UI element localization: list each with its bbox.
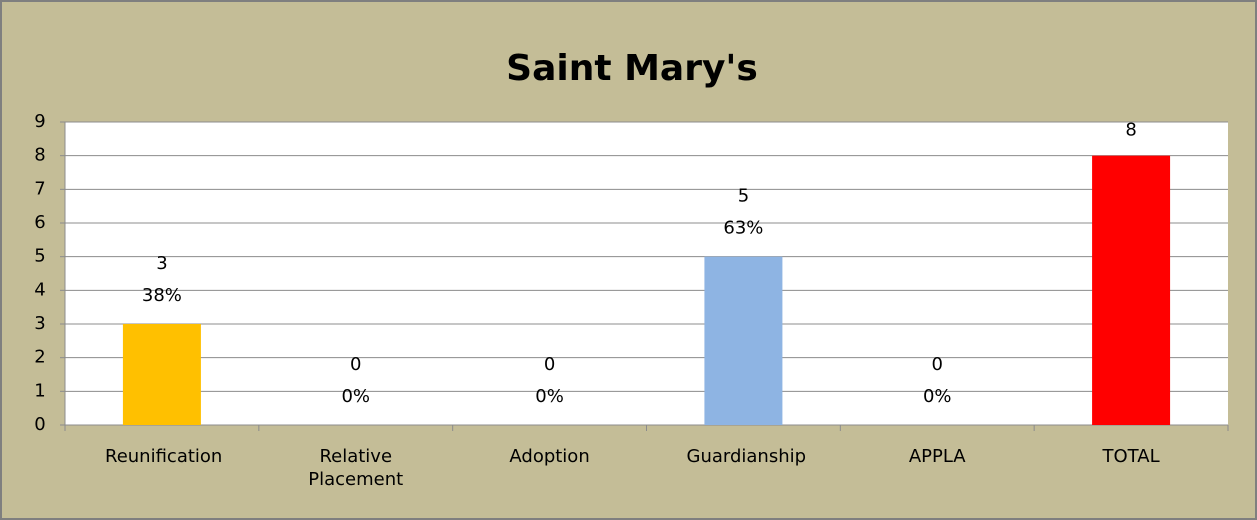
y-tick-label: 9 <box>34 111 45 132</box>
y-tick-label: 1 <box>34 380 45 401</box>
x-tick-label: Adoption <box>509 446 590 467</box>
percent-label: 63% <box>723 218 763 239</box>
x-tick-label: Reunification <box>105 446 223 467</box>
x-tick-label-box: Adoption <box>509 446 590 467</box>
value-label: 0 <box>932 354 943 375</box>
value-label: 0 <box>350 354 361 375</box>
value-label: 3 <box>156 253 167 274</box>
y-tick-label: 8 <box>34 145 45 166</box>
plot-area <box>65 122 1228 425</box>
percent-label: 0% <box>341 386 370 407</box>
y-tick-label: 2 <box>34 347 45 368</box>
percent-label: 0% <box>535 386 564 407</box>
percent-label: 0% <box>923 386 952 407</box>
y-tick-label: 6 <box>34 212 45 233</box>
x-tick-label: TOTAL <box>1102 446 1160 467</box>
bar <box>122 324 201 425</box>
y-tick-label: 4 <box>34 279 45 300</box>
x-tick-label-box: Guardianship <box>686 446 807 467</box>
x-tick-label-box: Relative Placement <box>308 446 404 490</box>
percent-label: 38% <box>142 285 182 306</box>
x-tick-label-box: APPLA <box>908 446 966 467</box>
bar <box>1092 155 1171 425</box>
y-tick-label: 0 <box>34 414 45 435</box>
y-tick-label: 7 <box>34 178 45 199</box>
chart-title: Saint Mary's <box>506 48 758 89</box>
bar <box>704 256 783 425</box>
x-tick-label: Guardianship <box>686 446 807 467</box>
x-tick-label-box: TOTAL <box>1102 446 1160 467</box>
y-tick-label: 5 <box>34 246 45 267</box>
x-tick-label-box: Reunification <box>105 446 223 467</box>
value-label: 5 <box>738 186 749 207</box>
y-tick-label: 3 <box>34 313 45 334</box>
x-tick-label: APPLA <box>908 446 966 467</box>
x-tick-label: Relative Placement <box>308 446 404 490</box>
value-label: 8 <box>1125 120 1136 141</box>
value-label: 0 <box>544 354 555 375</box>
